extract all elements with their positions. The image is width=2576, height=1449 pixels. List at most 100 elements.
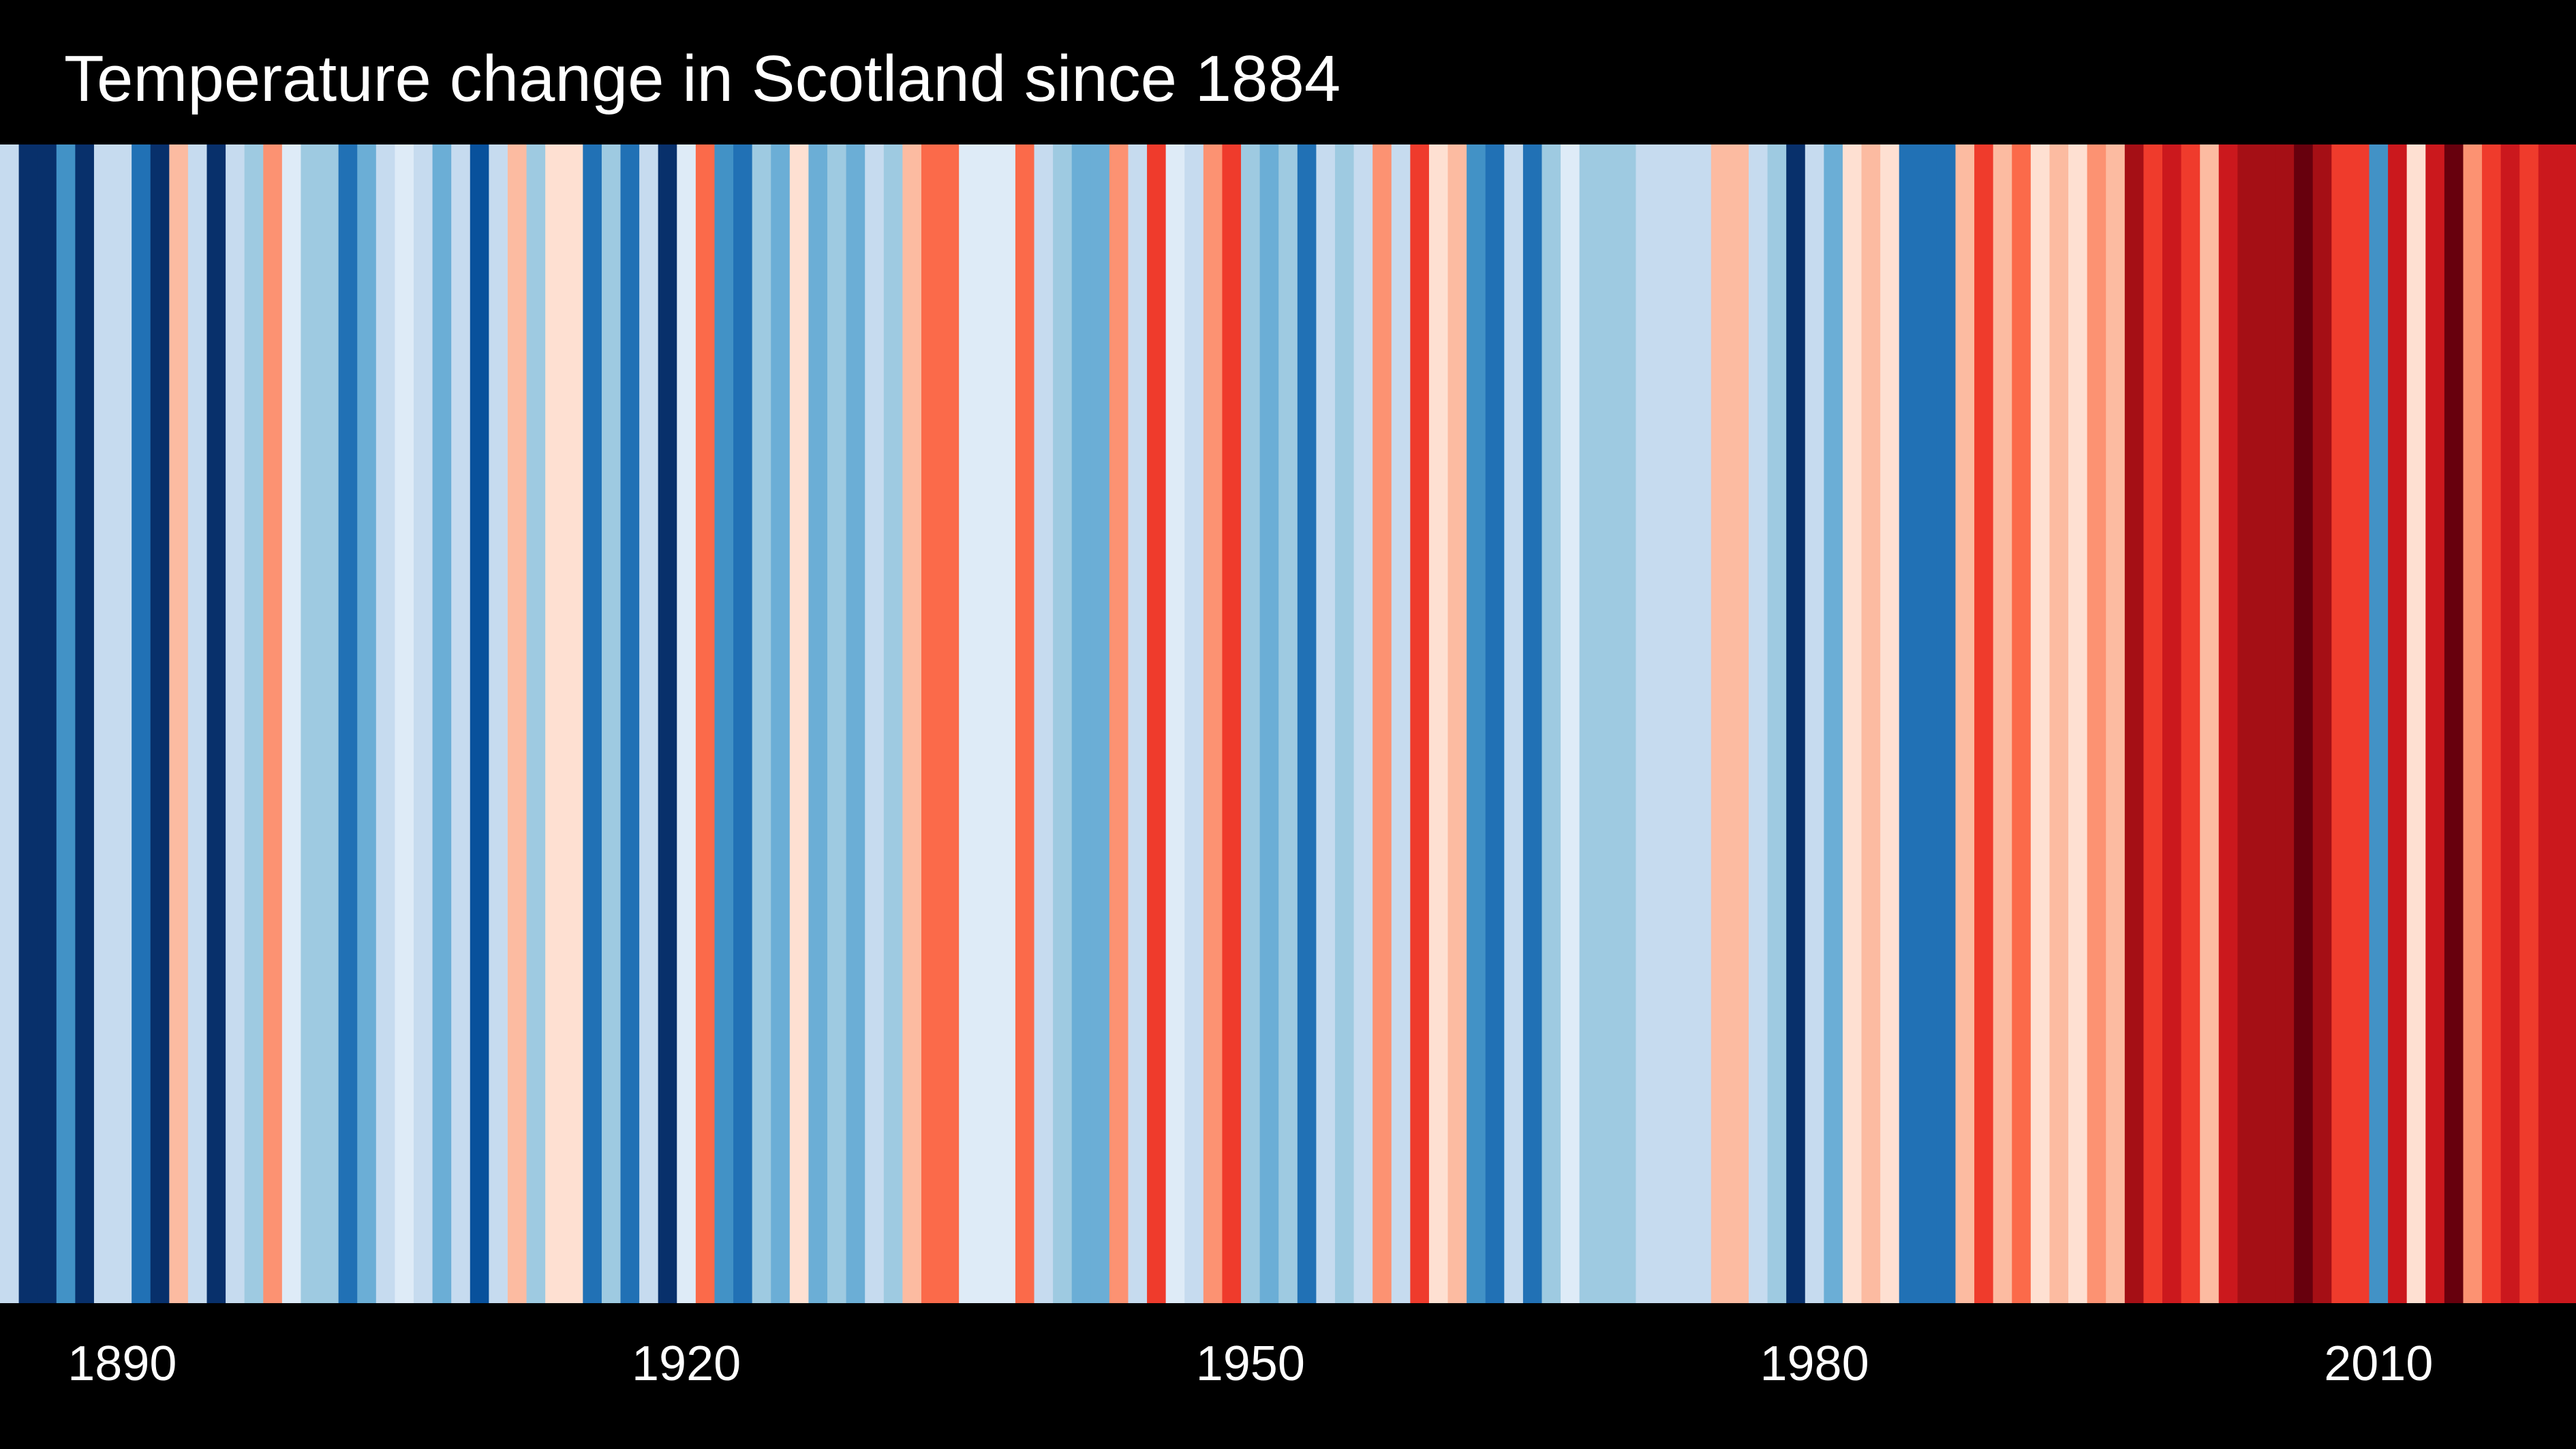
stripe (1655, 144, 1674, 1303)
stripe (489, 144, 508, 1303)
stripe (902, 144, 922, 1303)
stripe (2312, 144, 2332, 1303)
stripe (2106, 144, 2126, 1303)
stripe (1184, 144, 1204, 1303)
stripe (1015, 144, 1035, 1303)
chart-title: Temperature change in Scotland since 188… (64, 42, 1340, 115)
stripe (2275, 144, 2295, 1303)
stripe (2331, 144, 2351, 1303)
stripe (695, 144, 716, 1303)
stripe (2444, 144, 2464, 1303)
stripe (752, 144, 771, 1303)
stripe (226, 144, 245, 1303)
stripe (1128, 144, 1148, 1303)
stripe (432, 144, 452, 1303)
stripe (2557, 144, 2576, 1303)
stripe (1542, 144, 1561, 1303)
stripe (2162, 144, 2182, 1303)
stripe (1730, 144, 1749, 1303)
stripe (2049, 144, 2069, 1303)
stripe (2181, 144, 2201, 1303)
stripe (1203, 144, 1223, 1303)
stripe (808, 144, 828, 1303)
stripe (1974, 144, 1994, 1303)
stripe (1918, 144, 1937, 1303)
stripe (1278, 144, 1298, 1303)
stripe (2200, 144, 2220, 1303)
stripe (2068, 144, 2088, 1303)
stripe (75, 144, 95, 1303)
stripe (1786, 144, 1806, 1303)
stripe (1767, 144, 1787, 1303)
stripe (1447, 144, 1467, 1303)
stripe (1711, 144, 1730, 1303)
stripe (846, 144, 865, 1303)
stripe (2406, 144, 2426, 1303)
stripe (2143, 144, 2163, 1303)
stripe (451, 144, 471, 1303)
stripe (2350, 144, 2370, 1303)
stripe (977, 144, 997, 1303)
stripe (601, 144, 622, 1303)
stripe (320, 144, 339, 1303)
stripe (56, 144, 76, 1303)
stripe (827, 144, 847, 1303)
stripe (620, 144, 640, 1303)
stripe (2124, 144, 2145, 1303)
stripe (2294, 144, 2314, 1303)
stripe (564, 144, 583, 1303)
stripe (1334, 144, 1355, 1303)
stripe (2087, 144, 2106, 1303)
stripe (1353, 144, 1373, 1303)
stripe (921, 144, 941, 1303)
stripe (37, 144, 57, 1303)
stripe (244, 144, 264, 1303)
x-tick-label: 1950 (1196, 1337, 1305, 1391)
stripe (714, 144, 734, 1303)
stripe (206, 144, 226, 1303)
stripe (1805, 144, 1824, 1303)
stripe (2519, 144, 2539, 1303)
stripe (1071, 144, 1091, 1303)
stripe (1034, 144, 1054, 1303)
stripe (2218, 144, 2238, 1303)
stripe (789, 144, 810, 1303)
stripe (2425, 144, 2445, 1303)
stripe (1504, 144, 1524, 1303)
stripe (1993, 144, 2012, 1303)
stripe (2369, 144, 2389, 1303)
stripe (470, 144, 489, 1303)
stripe (1090, 144, 1110, 1303)
stripe (1467, 144, 1486, 1303)
stripe (2463, 144, 2483, 1303)
stripe (281, 144, 302, 1303)
stripe (2538, 144, 2558, 1303)
stripe (526, 144, 546, 1303)
stripe (112, 144, 132, 1303)
stripe (1899, 144, 1918, 1303)
x-tick-label: 1920 (632, 1337, 741, 1391)
stripe (1259, 144, 1279, 1303)
stripe (1297, 144, 1317, 1303)
stripe (1955, 144, 1975, 1303)
stripe (771, 144, 791, 1303)
stripe (1598, 144, 1618, 1303)
stripe (658, 144, 677, 1303)
stripe (1616, 144, 1637, 1303)
stripe (1428, 144, 1449, 1303)
stripe (1880, 144, 1900, 1303)
x-tick-label: 1980 (1760, 1337, 1869, 1391)
stripe (2237, 144, 2257, 1303)
stripe (545, 144, 565, 1303)
stripe (2030, 144, 2051, 1303)
stripe (639, 144, 659, 1303)
stripe (1861, 144, 1881, 1303)
stripe (1241, 144, 1261, 1303)
stripe (2500, 144, 2520, 1303)
stripe (2388, 144, 2408, 1303)
stripe (1936, 144, 1957, 1303)
stripe (187, 144, 208, 1303)
x-tick-label: 2010 (2324, 1337, 2433, 1391)
